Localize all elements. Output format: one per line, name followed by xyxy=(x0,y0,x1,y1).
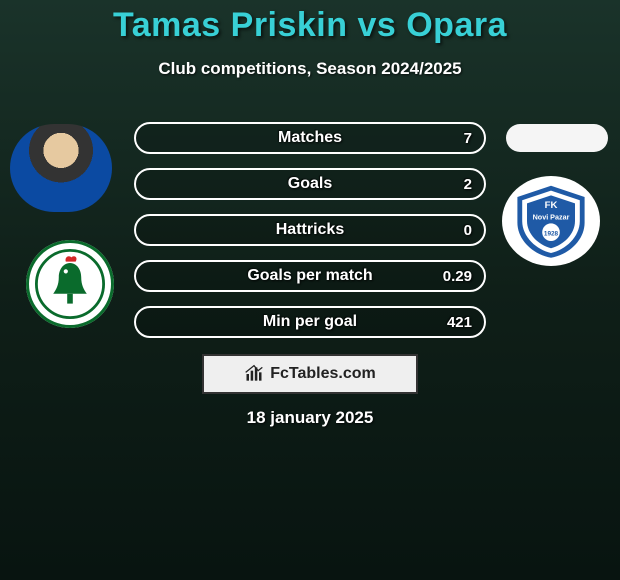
stat-row-mpg: Min per goal 421 xyxy=(134,306,486,338)
stat-row-goals: Goals 2 xyxy=(134,168,486,200)
stat-label: Goals xyxy=(136,175,484,193)
stat-value-right: 2 xyxy=(464,176,472,193)
shield-icon: FK Novi Pazar 1928 xyxy=(507,181,595,261)
shield-text-fk: FK xyxy=(545,200,558,211)
stat-label: Goals per match xyxy=(136,267,484,285)
stat-row-matches: Matches 7 xyxy=(134,122,486,154)
stat-value-right: 0 xyxy=(464,222,472,239)
stat-label: Hattricks xyxy=(136,221,484,239)
stats-container: Matches 7 Goals 2 Hattricks 0 Goals per … xyxy=(134,122,486,352)
stat-label: Min per goal xyxy=(136,313,484,331)
player-left-avatar xyxy=(10,124,112,212)
club-badge-left xyxy=(26,240,114,328)
comparison-card: Tamas Priskin vs Opara Club competitions… xyxy=(0,0,620,580)
club-badge-right: FK Novi Pazar 1928 xyxy=(502,176,600,266)
stat-value-right: 7 xyxy=(464,130,472,147)
rooster-icon xyxy=(35,249,105,319)
bar-chart-icon xyxy=(244,364,264,384)
stat-value-right: 421 xyxy=(447,314,472,331)
stat-row-gpm: Goals per match 0.29 xyxy=(134,260,486,292)
watermark-text: FcTables.com xyxy=(270,365,376,383)
stat-row-hattricks: Hattricks 0 xyxy=(134,214,486,246)
stat-value-right: 0.29 xyxy=(443,268,472,285)
watermark-box: FcTables.com xyxy=(202,354,418,394)
shield-text-name: Novi Pazar xyxy=(533,212,570,221)
page-subtitle: Club competitions, Season 2024/2025 xyxy=(0,59,620,79)
player-right-avatar xyxy=(506,124,608,152)
shield-text-year: 1928 xyxy=(544,230,559,237)
stat-label: Matches xyxy=(136,129,484,147)
footer-date: 18 january 2025 xyxy=(0,408,620,428)
page-title: Tamas Priskin vs Opara xyxy=(0,0,620,45)
